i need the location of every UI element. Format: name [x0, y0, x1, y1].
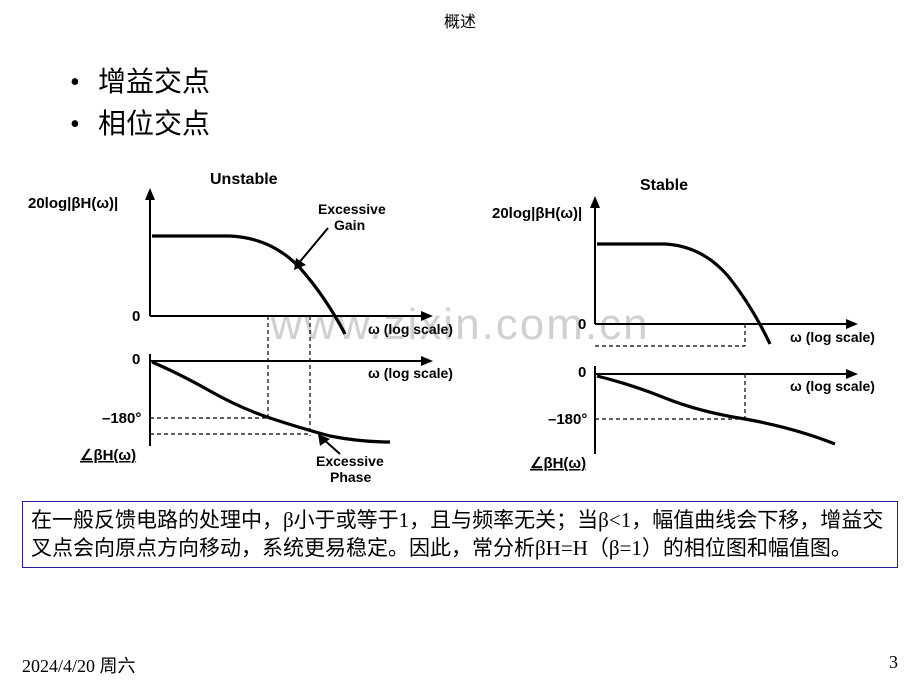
- phase-xlabel: ω (log scale): [368, 365, 453, 381]
- ann-gain-1: Excessive: [318, 201, 386, 217]
- phase-zero: 0: [578, 364, 586, 381]
- ann-gain-2: Gain: [334, 217, 365, 233]
- neg180: –180°: [548, 411, 587, 428]
- diagram-stable: Stable 20log|βH(ω)| 0 ω (log scale) 0 ω …: [490, 166, 900, 491]
- footer-page: 3: [889, 652, 898, 678]
- bullet-list: 增益交点 相位交点: [0, 32, 920, 156]
- phase-xlabel: ω (log scale): [790, 378, 875, 394]
- footer-date: 2024/4/20 周六: [22, 652, 136, 678]
- phase-label: ∠βH(ω): [530, 455, 586, 472]
- bullet-item: 增益交点: [70, 62, 920, 104]
- diagram-row: Unstable 20log|βH(ω)| 0 ω (log scale) Ex…: [0, 156, 920, 491]
- gain-xlabel: ω (log scale): [790, 329, 875, 345]
- note-box: 在一般反馈电路的处理中，β小于或等于1，且与频率无关；当β<1，幅值曲线会下移，…: [22, 501, 898, 568]
- stable-svg: Stable 20log|βH(ω)| 0 ω (log scale) 0 ω …: [490, 166, 900, 486]
- gain-xlabel: ω (log scale): [368, 321, 453, 337]
- neg180: –180°: [102, 410, 141, 427]
- unstable-svg: Unstable 20log|βH(ω)| 0 ω (log scale) Ex…: [20, 166, 460, 486]
- phase-label: ∠βH(ω): [80, 447, 136, 464]
- diagram-unstable: Unstable 20log|βH(ω)| 0 ω (log scale) Ex…: [20, 166, 460, 491]
- gain-ylabel: 20log|βH(ω)|: [492, 205, 582, 222]
- phase-zero: 0: [132, 351, 140, 368]
- ann-phase-2: Phase: [330, 469, 371, 485]
- chart-title: Unstable: [210, 171, 278, 188]
- gain-zero: 0: [132, 308, 140, 325]
- bullet-item: 相位交点: [70, 104, 920, 146]
- gain-ylabel: 20log|βH(ω)|: [28, 195, 118, 212]
- gain-zero: 0: [578, 316, 586, 333]
- chart-title: Stable: [640, 177, 688, 194]
- page-header: 概述: [0, 0, 920, 32]
- footer: 2024/4/20 周六 3: [22, 652, 898, 678]
- ann-phase-1: Excessive: [316, 453, 384, 469]
